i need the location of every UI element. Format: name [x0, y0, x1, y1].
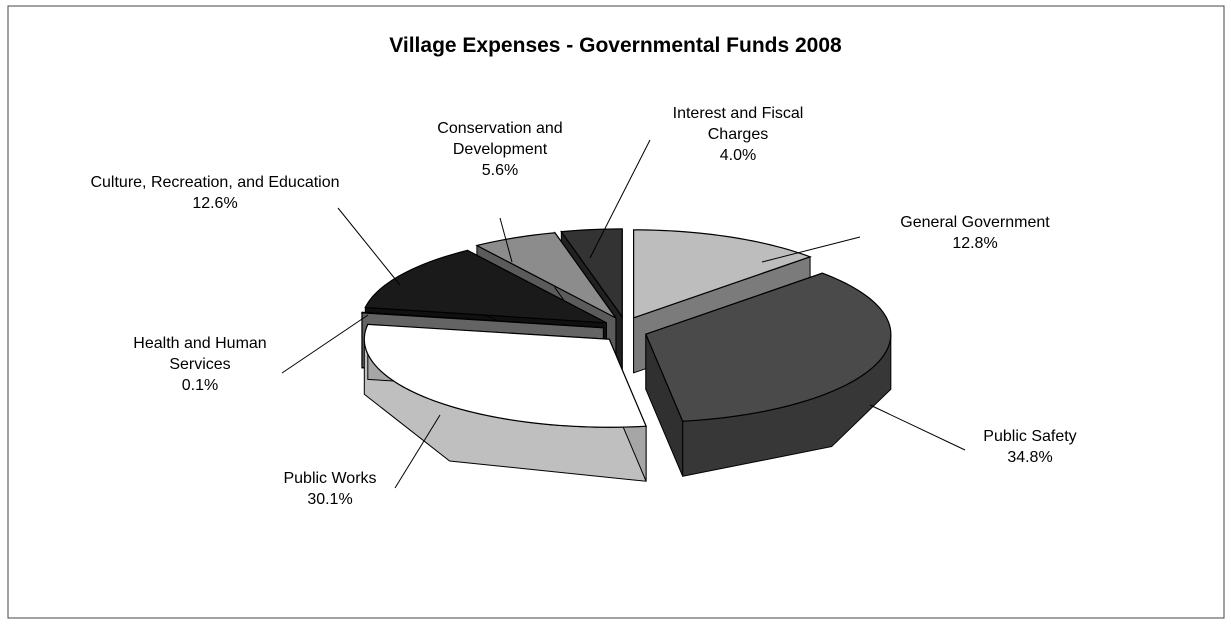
slice-top [364, 249, 607, 324]
slice-wall-shade [645, 334, 683, 477]
slice-top [360, 311, 604, 329]
leader-line [761, 236, 861, 263]
slice-value: 5.6% [481, 162, 519, 179]
leader-line [394, 414, 441, 489]
slice-value: 30.1% [307, 491, 353, 508]
slice-name: Public Works [283, 470, 377, 487]
chart-frame [7, 5, 1225, 619]
slice-label: Interest and Fiscal Charges 4.0% [648, 103, 828, 166]
slice-label: Public Safety 34.8% [930, 426, 1130, 468]
slice-name: Interest and Fiscal Charges [672, 105, 804, 143]
slice-top [645, 272, 892, 422]
slice-label: General Government 12.8% [845, 212, 1105, 254]
slice-label: Conservation and Development 5.6% [410, 118, 590, 181]
slice-top [475, 232, 617, 319]
slice-top [363, 323, 647, 428]
leader-line [869, 404, 966, 451]
slice-name: Culture, Recreation, and Education [90, 174, 340, 191]
pie-slice [645, 272, 892, 477]
slice-top [560, 228, 623, 319]
slice-label: Health and Human Services 0.1% [110, 333, 290, 396]
leader-line [499, 217, 513, 263]
leader-line [337, 207, 401, 286]
slice-name: General Government [900, 214, 1050, 231]
slice-label: Culture, Recreation, and Education 12.6% [90, 172, 340, 214]
slice-name: Health and Human Services [133, 335, 267, 373]
slice-name: Conservation and Development [437, 120, 563, 158]
leader-line [589, 139, 651, 259]
leader-line [281, 314, 369, 374]
slice-value: 4.0% [719, 147, 757, 164]
slice-value: 12.6% [192, 195, 238, 212]
slice-value: 12.8% [952, 235, 998, 252]
pie-slice [363, 323, 647, 482]
slice-value: 0.1% [181, 377, 219, 394]
slice-top [633, 229, 812, 319]
slice-side-shade [682, 334, 891, 477]
slice-label: Public Works 30.1% [230, 468, 430, 510]
chart-title: Village Expenses - Governmental Funds 20… [389, 34, 842, 57]
slice-name: Public Safety [983, 428, 1077, 445]
slice-side-shade [364, 339, 647, 482]
slice-value: 34.8% [1007, 449, 1053, 466]
